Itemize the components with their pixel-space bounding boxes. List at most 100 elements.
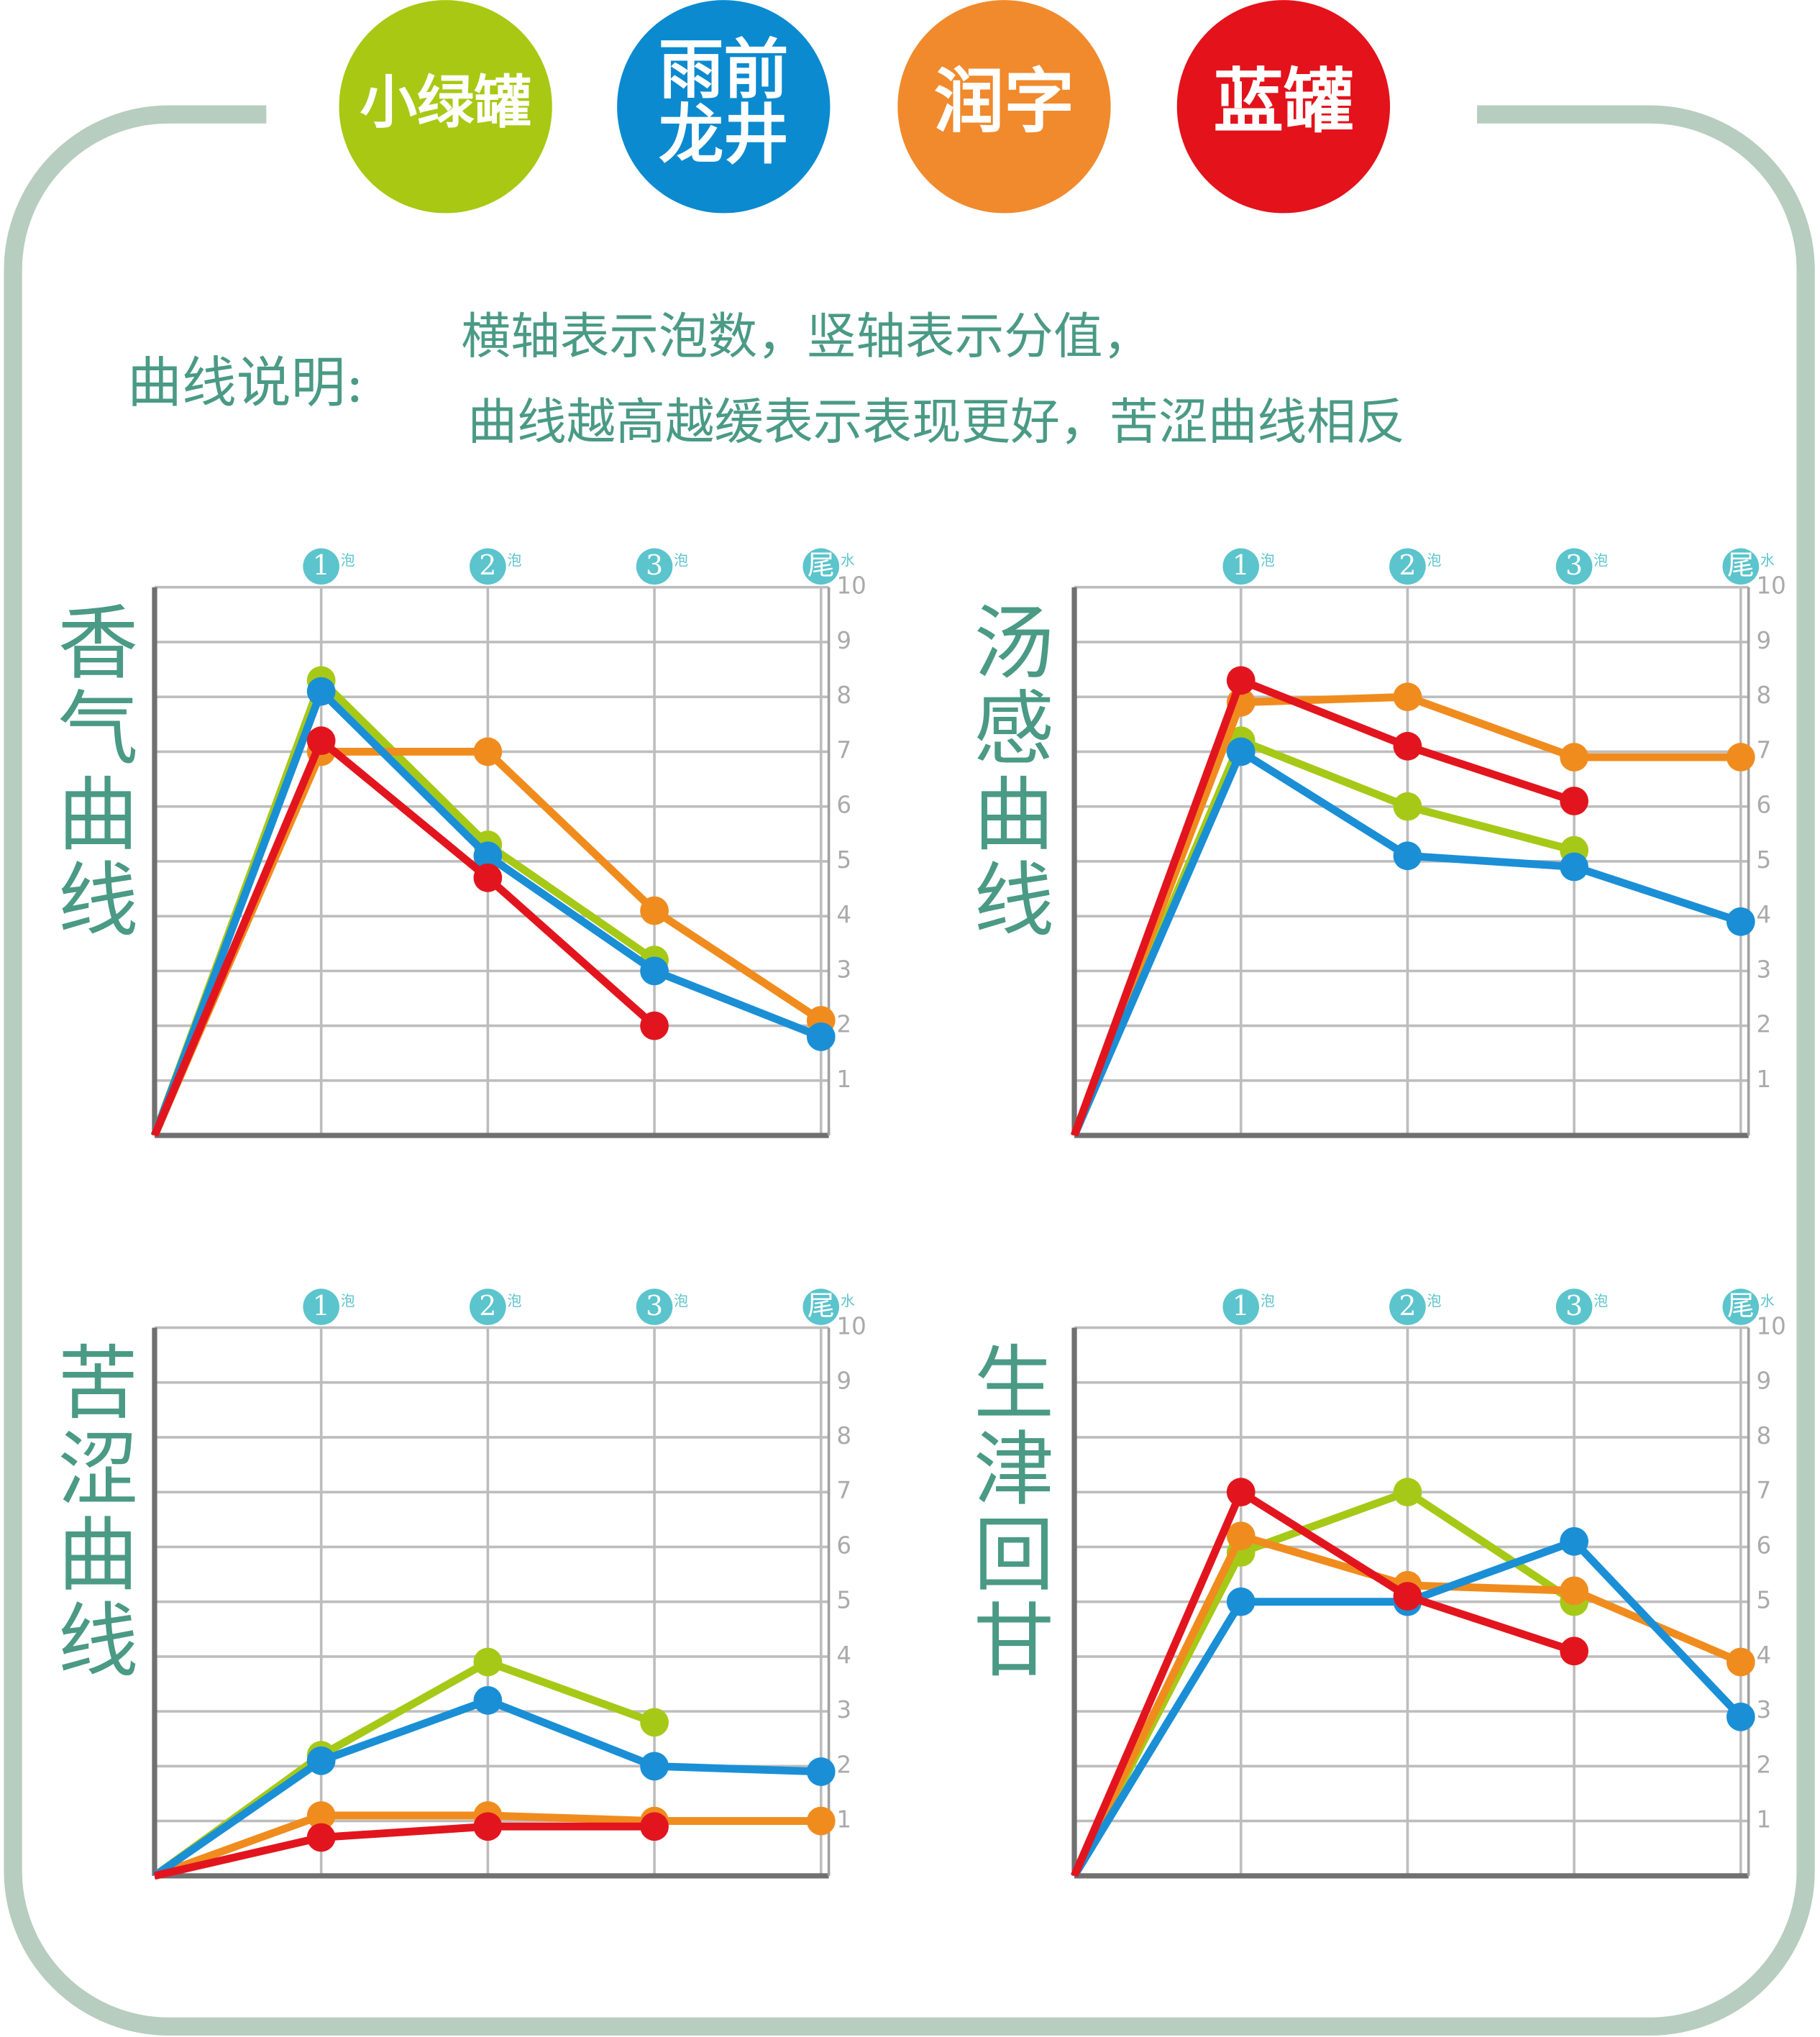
data-point <box>473 1812 503 1841</box>
x-tick-suffix: 泡 <box>341 1293 355 1309</box>
x-tick-marker <box>1555 1288 1593 1325</box>
y-tick-label: 10 <box>836 1312 866 1340</box>
x-tick-suffix: 水 <box>1760 552 1775 569</box>
x-tick-suffix: 泡 <box>1593 1293 1608 1309</box>
legend-label: 雨前 <box>659 32 789 108</box>
x-tick-label: 1 <box>1233 549 1250 581</box>
x-tick-label: 2 <box>479 549 496 581</box>
y-tick-label: 9 <box>836 627 851 654</box>
data-point <box>640 1812 669 1841</box>
data-point <box>1226 1587 1256 1616</box>
x-tick-marker <box>636 548 673 585</box>
data-point <box>306 677 336 706</box>
series-line <box>1070 676 1576 1137</box>
y-tick-label: 6 <box>836 792 851 819</box>
data-point <box>473 1647 503 1677</box>
x-tick-label: 3 <box>1565 549 1583 581</box>
y-tick-label: 4 <box>836 1642 851 1669</box>
y-tick-label: 1 <box>1756 1066 1771 1093</box>
y-tick-label: 4 <box>1756 901 1771 928</box>
data-point <box>1226 1478 1256 1507</box>
chart-title: 香气曲线 <box>44 600 137 943</box>
data-point <box>1226 737 1256 766</box>
series-line <box>152 1658 656 1880</box>
legend-swatch <box>339 0 552 214</box>
x-tick-label: 尾 <box>808 1290 835 1322</box>
y-tick-label: 5 <box>836 1587 851 1614</box>
y-tick-label: 9 <box>1756 627 1771 654</box>
x-tick-suffix: 水 <box>841 552 855 569</box>
x-tick-marker <box>1222 1288 1260 1325</box>
legend-swatch <box>897 0 1111 214</box>
data-point <box>1393 841 1422 871</box>
chart-title: 苦涩曲线 <box>44 1341 137 1684</box>
series-line <box>153 1822 655 1880</box>
data-point <box>1226 666 1256 695</box>
y-tick-label: 10 <box>1756 1312 1785 1340</box>
x-tick-suffix: 泡 <box>507 552 521 569</box>
data-point <box>473 1686 503 1715</box>
data-point <box>640 1708 669 1737</box>
y-tick-label: 4 <box>836 901 851 928</box>
series-line <box>150 736 657 1137</box>
x-tick-marker <box>636 1288 673 1325</box>
x-tick-suffix: 水 <box>841 1293 855 1309</box>
x-tick-marker <box>303 1288 339 1325</box>
x-tick-label: 3 <box>1565 1290 1583 1322</box>
x-tick-suffix: 泡 <box>1261 552 1275 569</box>
x-tick-marker <box>470 1288 506 1325</box>
y-tick-label: 6 <box>1756 1532 1771 1559</box>
note-label: 曲线说明: <box>127 352 364 415</box>
data-point <box>806 1022 836 1051</box>
y-tick-label: 2 <box>1756 1011 1771 1038</box>
data-point <box>640 956 669 986</box>
y-tick-label: 8 <box>836 1422 851 1450</box>
x-tick-marker <box>802 548 840 585</box>
frame <box>4 105 1815 2036</box>
chart-title: 生津回甘 <box>960 1341 1053 1684</box>
data-point <box>1393 1478 1422 1507</box>
data-point <box>1726 743 1755 772</box>
data-point <box>1560 1576 1588 1606</box>
x-tick-label: 尾 <box>1727 549 1755 581</box>
y-tick-label: 5 <box>1756 846 1771 874</box>
data-point <box>1560 787 1588 815</box>
legend-label: 蓝罐 <box>1213 61 1353 143</box>
x-tick-suffix: 泡 <box>507 1293 521 1309</box>
y-tick-label: 10 <box>836 572 866 600</box>
legend-label: 龙井 <box>659 97 789 173</box>
data-point <box>640 1752 669 1781</box>
y-tick-label: 10 <box>1756 572 1785 600</box>
x-tick-marker <box>1389 548 1426 585</box>
y-tick-label: 7 <box>1756 1477 1771 1504</box>
y-tick-label: 5 <box>1756 1587 1771 1614</box>
y-tick-label: 1 <box>836 1806 851 1834</box>
y-tick-label: 2 <box>836 1751 851 1778</box>
data-point <box>1726 907 1755 936</box>
legend-swatch <box>617 0 831 214</box>
y-tick-label: 2 <box>1756 1751 1771 1778</box>
legend-label: 小绿罐 <box>360 69 531 136</box>
y-tick-label: 3 <box>1756 1696 1771 1724</box>
note-line: 横轴表示泡数，竖轴表示分值， <box>461 308 1152 365</box>
x-tick-marker <box>303 548 339 585</box>
x-tick-marker <box>1722 548 1760 585</box>
x-tick-suffix: 泡 <box>674 552 688 569</box>
y-tick-label: 7 <box>836 736 851 764</box>
x-tick-marker <box>1555 548 1593 585</box>
data-point <box>1393 682 1422 712</box>
y-tick-label: 8 <box>836 682 851 709</box>
y-tick-label: 7 <box>836 1477 851 1504</box>
x-tick-suffix: 泡 <box>341 552 355 569</box>
x-tick-label: 3 <box>646 549 663 581</box>
note-line: 曲线越高越缓表示表现更好，苦涩曲线相反 <box>467 394 1405 452</box>
data-point <box>1393 731 1422 761</box>
x-tick-suffix: 水 <box>1760 1293 1775 1309</box>
data-point <box>640 1011 669 1040</box>
x-tick-label: 1 <box>313 1290 330 1322</box>
x-tick-label: 尾 <box>1727 1290 1755 1322</box>
y-tick-label: 6 <box>1756 792 1771 819</box>
y-tick-label: 2 <box>836 1011 851 1038</box>
x-tick-marker <box>1389 1288 1426 1325</box>
